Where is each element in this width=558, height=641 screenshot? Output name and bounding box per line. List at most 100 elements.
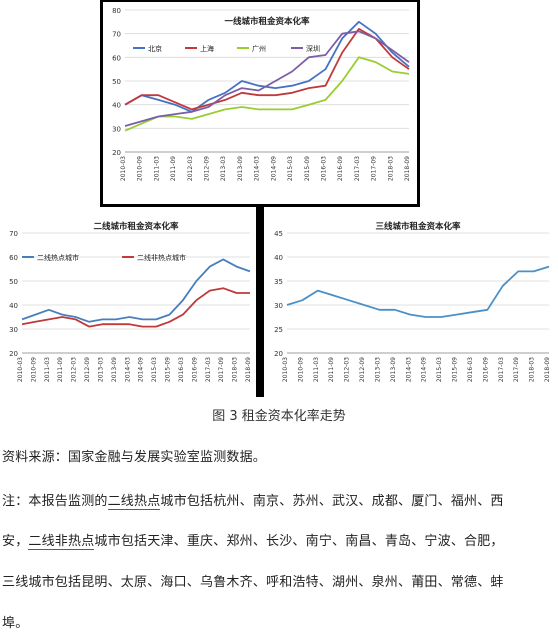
x-tick-label: 2018-09 bbox=[404, 156, 411, 181]
tier2-hot-term: 二线热点 bbox=[107, 494, 161, 510]
x-tick-label: 2013-03 bbox=[97, 357, 104, 382]
x-tick-label: 2010-03 bbox=[17, 357, 24, 382]
x-tick-label: 2011-09 bbox=[170, 156, 177, 181]
legend-label: 广州 bbox=[252, 44, 266, 53]
x-tick-label: 2017-03 bbox=[498, 357, 505, 382]
x-tick-label: 2011-03 bbox=[153, 156, 160, 181]
x-tick-label: 2014-09 bbox=[421, 357, 428, 382]
chart-title: 二线城市租金资本化率 bbox=[93, 221, 179, 232]
x-tick-label: 2018-03 bbox=[387, 156, 394, 181]
x-tick-label: 2016-03 bbox=[178, 357, 185, 382]
chart-title: 三线城市租金资本化率 bbox=[375, 221, 461, 232]
y-tick-label: 60 bbox=[9, 254, 18, 262]
x-tick-label: 2010-09 bbox=[297, 357, 304, 382]
y-tick-label: 40 bbox=[112, 102, 121, 110]
note-line-2: 安，二线非热点城市包括天津、重庆、郑州、长沙、南宁、南昌、青岛、宁波、合肥， bbox=[2, 530, 556, 550]
x-tick-label: 2017-09 bbox=[513, 357, 520, 382]
x-tick-label: 2012-09 bbox=[84, 357, 91, 382]
tier2-nonhot-term: 二线非热点 bbox=[28, 534, 95, 550]
x-tick-label: 2011-03 bbox=[44, 357, 51, 382]
x-tick-label: 2015-03 bbox=[436, 357, 443, 382]
x-tick-label: 2012-03 bbox=[71, 357, 78, 382]
y-tick-label: 60 bbox=[112, 54, 121, 62]
y-tick-label: 50 bbox=[9, 278, 18, 286]
tier1-chart-svg: 20 30 40 50 60 70 80 2010-03 2010-09 2011-03 2011-… bbox=[112, 7, 411, 181]
x-tick-label: 2016-03 bbox=[467, 357, 474, 382]
y-tick-label: 40 bbox=[9, 302, 18, 310]
y-tick-label: 70 bbox=[112, 31, 121, 39]
x-tick-label: 2010-03 bbox=[282, 357, 289, 382]
x-tick-label: 2013-09 bbox=[111, 357, 118, 382]
legend-label: 北京 bbox=[148, 44, 162, 53]
black-frame-mid bbox=[256, 207, 264, 397]
x-tick-label: 2015-09 bbox=[304, 156, 311, 181]
x-tick-label: 2012-09 bbox=[204, 156, 211, 181]
y-tick-label: 20 bbox=[9, 350, 18, 358]
x-tick-label: 2018-09 bbox=[245, 357, 252, 382]
y-tick-label: 70 bbox=[9, 230, 18, 238]
x-tick-label: 2016-03 bbox=[320, 156, 327, 181]
tier3-chart: 20 25 30 35 40 45 2010-03 2010-09 2011-03 2011-09… bbox=[265, 209, 556, 395]
x-tick-label: 2015-09 bbox=[452, 357, 459, 382]
x-tick-label: 2018-03 bbox=[529, 357, 536, 382]
y-tick-label: 35 bbox=[274, 278, 283, 286]
series-line bbox=[21, 287, 250, 328]
note-nonhot-cities: 城市包括天津、重庆、郑州、长沙、南宁、南昌、青岛、宁波、合肥， bbox=[94, 534, 504, 549]
x-tick-label: 2010-09 bbox=[137, 156, 144, 181]
x-tick-label: 2010-03 bbox=[120, 156, 127, 181]
x-tick-label: 2014-03 bbox=[124, 357, 131, 382]
note-prefix: 注：本报告监测的 bbox=[2, 494, 108, 509]
x-tick-label: 2012-03 bbox=[344, 357, 351, 382]
x-tick-label: 2013-09 bbox=[390, 357, 397, 382]
note-line-4: 埠。 bbox=[2, 616, 29, 631]
x-tick-label: 2014-03 bbox=[254, 156, 261, 181]
x-tick-label: 2015-03 bbox=[151, 357, 158, 382]
note-line-3: 三线城市包括昆明、太原、海口、乌鲁木齐、呼和浩特、湖州、泉州、莆田、常德、蚌 bbox=[2, 575, 504, 590]
x-tick-label: 2018-09 bbox=[544, 357, 551, 382]
x-tick-label: 2015-09 bbox=[165, 357, 172, 382]
x-tick-label: 2016-09 bbox=[482, 357, 489, 382]
legend-label: 二线热点城市 bbox=[37, 253, 79, 262]
series-line bbox=[286, 265, 550, 318]
x-tick-label: 2017-03 bbox=[354, 156, 361, 181]
y-tick-label: 45 bbox=[274, 230, 283, 238]
y-tick-label: 30 bbox=[9, 326, 18, 334]
chart-title: 一线城市租金资本化率 bbox=[224, 16, 310, 27]
x-tick-label: 2011-09 bbox=[57, 357, 64, 382]
x-tick-label: 2018-03 bbox=[232, 357, 239, 382]
x-tick-label: 2012-09 bbox=[359, 357, 366, 382]
y-tick-label: 40 bbox=[274, 254, 283, 262]
note-xian: 安， bbox=[2, 534, 29, 549]
series-line bbox=[124, 56, 410, 132]
tier3-chart-svg: 20 25 30 35 40 45 2010-03 2010-09 2011-03 2011-09… bbox=[274, 221, 551, 382]
tier2-chart: 20 30 40 50 60 70 2010-03 2010-09 2011-03 2011-09… bbox=[0, 209, 255, 395]
x-tick-label: 2010-09 bbox=[30, 357, 37, 382]
legend-label: 上海 bbox=[200, 44, 214, 53]
series-line bbox=[124, 30, 410, 127]
legend-label: 二线非热点城市 bbox=[137, 253, 186, 262]
legend-label: 深圳 bbox=[306, 44, 320, 53]
x-tick-label: 2014-09 bbox=[270, 156, 277, 181]
x-tick-label: 2015-03 bbox=[287, 156, 294, 181]
x-tick-label: 2011-09 bbox=[328, 357, 335, 382]
note-line-1: 注：本报告监测的二线热点城市包括杭州、南京、苏州、武汉、成都、厦门、福州、西 bbox=[2, 490, 556, 510]
x-tick-label: 2017-09 bbox=[371, 156, 378, 181]
source-text: 资料来源：国家金融与发展实验室监测数据。 bbox=[2, 450, 267, 465]
note-hot-cities: 城市包括杭州、南京、苏州、武汉、成都、厦门、福州、西 bbox=[160, 494, 504, 509]
y-tick-label: 20 bbox=[274, 350, 283, 358]
tier2-chart-svg: 20 30 40 50 60 70 2010-03 2010-09 2011-03 2011-09… bbox=[9, 221, 252, 382]
tier1-chart: 20 30 40 50 60 70 80 2010-03 2010-09 2011-03 2011-… bbox=[103, 2, 417, 204]
x-tick-label: 2017-03 bbox=[205, 357, 212, 382]
y-tick-label: 30 bbox=[112, 125, 121, 133]
x-tick-label: 2014-09 bbox=[138, 357, 145, 382]
x-tick-label: 2013-03 bbox=[220, 156, 227, 181]
x-tick-label: 2016-09 bbox=[191, 357, 198, 382]
series-line bbox=[124, 27, 410, 111]
series-line bbox=[124, 20, 410, 113]
x-tick-label: 2013-03 bbox=[374, 357, 381, 382]
y-tick-label: 50 bbox=[112, 78, 121, 86]
x-tick-label: 2012-03 bbox=[187, 156, 194, 181]
y-tick-label: 80 bbox=[112, 7, 121, 15]
x-tick-label: 2016-09 bbox=[337, 156, 344, 181]
x-tick-label: 2017-09 bbox=[218, 357, 225, 382]
